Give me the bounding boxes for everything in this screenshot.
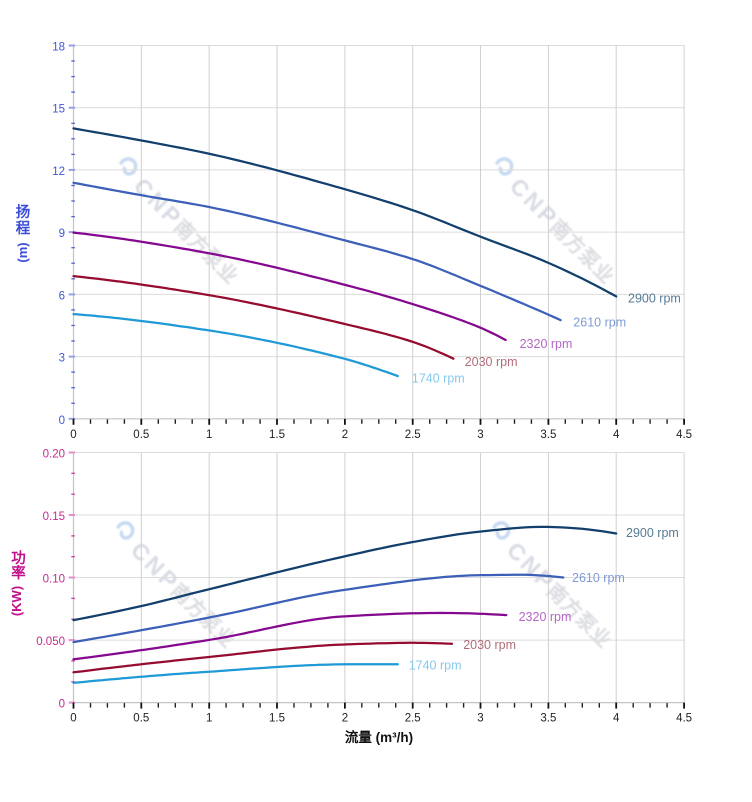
svg-text:(m): (m) [15,242,30,262]
svg-text:率: 率 [11,564,26,582]
svg-text:0.5: 0.5 [133,713,149,725]
svg-text:3: 3 [477,429,483,441]
svg-text:2.5: 2.5 [405,713,421,725]
svg-text:15: 15 [52,104,65,116]
svg-text:2320 rpm: 2320 rpm [519,610,572,624]
svg-text:0.15: 0.15 [43,511,65,523]
svg-text:2900 rpm: 2900 rpm [628,292,681,306]
svg-text:流量 (m³/h): 流量 (m³/h) [345,729,413,745]
svg-text:1740 rpm: 1740 rpm [409,659,462,673]
svg-text:0.050: 0.050 [36,636,65,648]
svg-text:1: 1 [206,713,212,725]
svg-text:3: 3 [477,713,483,725]
svg-text:12: 12 [52,166,65,178]
svg-text:4: 4 [613,713,620,725]
svg-text:2030 rpm: 2030 rpm [463,638,516,652]
svg-text:0: 0 [59,699,65,711]
svg-text:1.5: 1.5 [269,713,285,725]
svg-text:6: 6 [59,290,65,302]
svg-text:0.10: 0.10 [43,574,65,586]
svg-text:1740 rpm: 1740 rpm [412,371,465,385]
svg-text:2900 rpm: 2900 rpm [626,526,679,540]
svg-text:2320 rpm: 2320 rpm [520,337,573,351]
svg-text:(KW): (KW) [9,586,24,616]
svg-text:功: 功 [11,550,26,567]
svg-text:程: 程 [16,220,31,237]
svg-text:1: 1 [206,429,212,441]
svg-text:2: 2 [342,429,348,441]
svg-text:4.5: 4.5 [676,713,692,725]
svg-text:2.5: 2.5 [405,429,421,441]
svg-text:9: 9 [59,228,65,240]
svg-text:0.20: 0.20 [43,449,65,461]
svg-text:2030 rpm: 2030 rpm [465,355,518,369]
svg-text:0: 0 [70,713,76,725]
svg-text:0.5: 0.5 [133,429,149,441]
svg-text:3: 3 [59,353,65,365]
svg-text:2610 rpm: 2610 rpm [573,316,626,330]
svg-text:扬: 扬 [16,203,31,221]
svg-text:3.5: 3.5 [540,429,556,441]
svg-text:18: 18 [52,42,65,54]
svg-text:2: 2 [342,713,348,725]
svg-text:4: 4 [613,429,620,441]
svg-text:0: 0 [70,429,76,441]
svg-text:2610 rpm: 2610 rpm [572,571,625,585]
svg-text:3.5: 3.5 [540,713,556,725]
svg-text:1.5: 1.5 [269,429,285,441]
svg-text:0: 0 [59,415,65,427]
svg-text:4.5: 4.5 [676,429,692,441]
